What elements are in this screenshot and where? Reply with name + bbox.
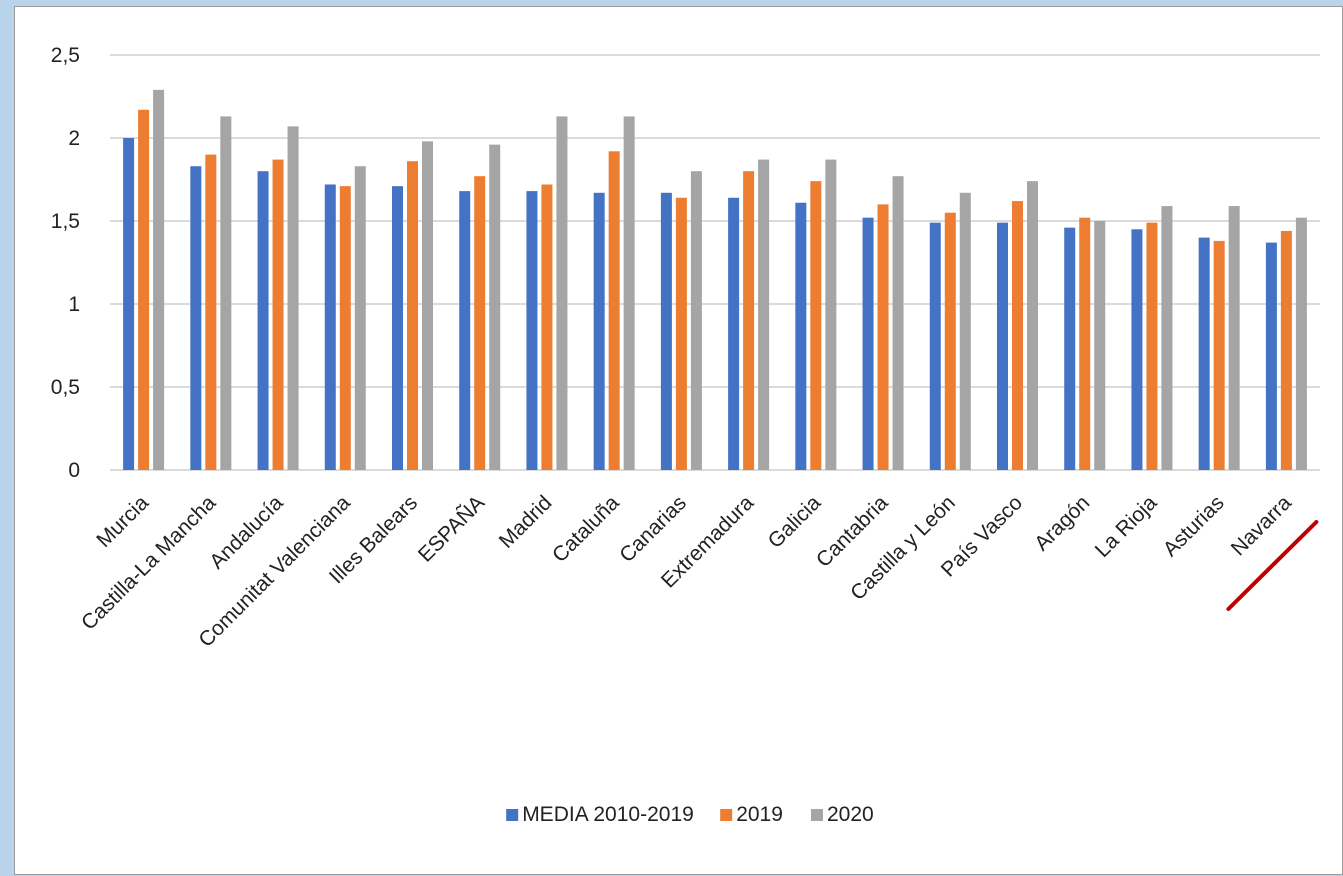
y-tick-label: 0 <box>68 459 80 482</box>
bar-2020-illes-balears <box>422 141 433 470</box>
legend-label-2020: 2020 <box>827 803 874 826</box>
legend: MEDIA 2010-2019 2019 2020 <box>506 803 874 826</box>
bar-media-2010-2019-comunitat-valenciana <box>324 184 336 471</box>
bar-2019-cantabria <box>877 204 889 470</box>
bar-media-2010-2019-pais-vasco <box>997 222 1008 470</box>
bar-2019-galicia <box>810 181 822 470</box>
chart-frame: 0 0,5 1 1,5 2 2,5 Murcia Castilla-La Mancha And… <box>14 6 1343 875</box>
x-category-aragon: Aragón <box>1030 491 1094 555</box>
annotation-layer <box>1226 520 1319 611</box>
x-category-castilla-la-mancha: Castilla-La Mancha <box>77 491 221 635</box>
bar-media-2010-2019-cataluna <box>593 192 605 470</box>
legend-swatch-2019 <box>720 809 733 821</box>
bar-2019-navarra <box>1280 230 1292 470</box>
bar-media-2010-2019-illes-balears <box>392 186 403 470</box>
bar-2020-cataluna <box>623 116 635 471</box>
bar-media-2010-2019-cantabria <box>862 217 874 470</box>
bar-2020-pais-vasco <box>1027 181 1038 470</box>
y-tick-label: 0,5 <box>51 376 80 399</box>
bar-2020-comunitat-valenciana <box>354 166 366 470</box>
bar-media-2010-2019-asturias <box>1198 237 1210 470</box>
bar-2019-aragon <box>1079 217 1091 470</box>
x-category-murcia: Murcia <box>92 491 153 552</box>
bar-2020-castilla-y-leon <box>959 192 971 470</box>
bar-2020-murcia <box>153 89 165 471</box>
bar-2019-comunitat-valenciana <box>339 186 351 470</box>
bar-2020-canarias <box>690 171 702 470</box>
bar-2020-navarra <box>1295 217 1307 470</box>
y-axis-ticks: 0 0,5 1 1,5 2 2,5 <box>51 44 80 482</box>
bar-2019-extremadura <box>743 171 755 470</box>
y-tick-label: 2 <box>68 127 80 150</box>
bar-media-2010-2019-extremadura <box>728 197 740 470</box>
bar-media-2010-2019-navarra <box>1265 242 1277 470</box>
bar-media-2010-2019-espana <box>459 191 471 470</box>
bar-2019-pais-vasco <box>1012 201 1023 470</box>
y-tick-label: 1 <box>68 293 80 316</box>
bar-2020-la-rioja <box>1161 206 1173 470</box>
bar-2019-cataluna <box>608 151 620 470</box>
x-category-cataluna: Cataluña <box>548 491 624 567</box>
bar-2020-castilla-la-mancha <box>220 116 232 471</box>
legend-label-media-2010-2019: MEDIA 2010-2019 <box>522 803 694 826</box>
legend-label-2019: 2019 <box>736 803 783 826</box>
bar-2019-murcia <box>138 109 150 470</box>
bar-2019-canarias <box>675 197 687 470</box>
bar-2020-galicia <box>825 159 837 470</box>
bar-2020-espana <box>489 144 501 470</box>
bar-media-2010-2019-murcia <box>123 138 135 470</box>
bar-2020-asturias <box>1228 206 1240 470</box>
legend-swatch-2020 <box>811 809 823 821</box>
bar-media-2010-2019-castilla-la-mancha <box>190 166 202 470</box>
y-tick-label: 1,5 <box>51 210 80 233</box>
bar-2019-castilla-la-mancha <box>205 154 217 470</box>
bar-2020-andalucia <box>287 126 299 470</box>
bar-media-2010-2019-aragon <box>1064 227 1076 470</box>
red-strike-mark <box>1226 520 1319 611</box>
bar-media-2010-2019-canarias <box>660 192 672 470</box>
bar-2020-madrid <box>556 116 568 471</box>
bar-2019-castilla-y-leon <box>944 212 956 470</box>
x-category-la-rioja: La Rioja <box>1091 491 1162 562</box>
bars <box>123 89 1307 471</box>
bar-media-2010-2019-galicia <box>795 202 807 471</box>
bar-2020-extremadura <box>758 159 770 470</box>
bar-2019-espana <box>474 176 486 470</box>
bar-2019-la-rioja <box>1146 222 1158 470</box>
bar-media-2010-2019-madrid <box>526 191 538 470</box>
bar-2020-aragon <box>1094 221 1106 470</box>
x-category-espana: ESPAÑA <box>413 491 489 567</box>
bar-2019-asturias <box>1213 240 1225 470</box>
legend-swatch-media-2010-2019 <box>506 809 519 821</box>
bar-2019-madrid <box>541 184 553 471</box>
bar-media-2010-2019-castilla-y-leon <box>929 222 941 470</box>
grid-lines <box>110 54 1320 471</box>
bar-2019-andalucia <box>272 159 284 470</box>
bar-2020-cantabria <box>892 176 904 470</box>
bar-2019-illes-balears <box>407 161 418 471</box>
y-tick-label: 2,5 <box>51 44 80 67</box>
x-category-madrid: Madrid <box>495 491 557 553</box>
x-category-galicia: Galicia <box>764 491 826 553</box>
bar-media-2010-2019-la-rioja <box>1131 229 1143 470</box>
x-category-asturias: Asturias <box>1159 491 1229 561</box>
bar-media-2010-2019-andalucia <box>257 171 269 470</box>
